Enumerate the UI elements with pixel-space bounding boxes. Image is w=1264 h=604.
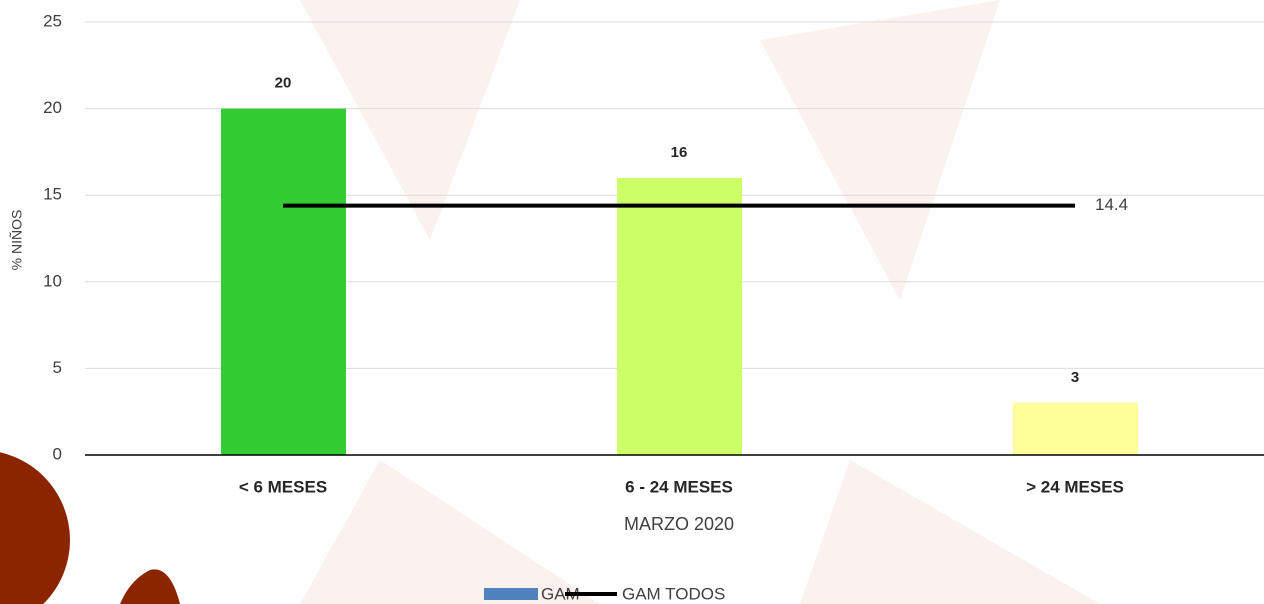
x-axis-title: MARZO 2020	[624, 514, 734, 534]
y-tick-label: 10	[43, 271, 62, 290]
legend-label: GAM	[541, 584, 580, 603]
data-label: 3	[1071, 369, 1079, 386]
y-tick-label: 25	[43, 11, 62, 30]
data-label: 20	[275, 75, 292, 92]
data-label: 14.4	[1095, 195, 1128, 214]
bar	[1013, 403, 1138, 455]
y-axis-title: % NIÑOS	[9, 210, 25, 271]
y-tick-label: 20	[43, 98, 62, 117]
x-tick-label: > 24 MESES	[1026, 477, 1124, 496]
background-decoration	[0, 0, 1100, 604]
bar	[221, 108, 346, 455]
y-tick-label: 5	[53, 358, 62, 377]
legend-swatch	[484, 588, 538, 600]
legend-label: GAM TODOS	[622, 584, 725, 603]
y-tick-label: 0	[53, 444, 62, 463]
x-tick-label: 6 - 24 MESES	[625, 477, 733, 496]
bar	[617, 177, 742, 455]
y-tick-label: 15	[43, 185, 62, 204]
data-label: 16	[671, 144, 688, 161]
x-tick-label: < 6 MESES	[239, 477, 327, 496]
